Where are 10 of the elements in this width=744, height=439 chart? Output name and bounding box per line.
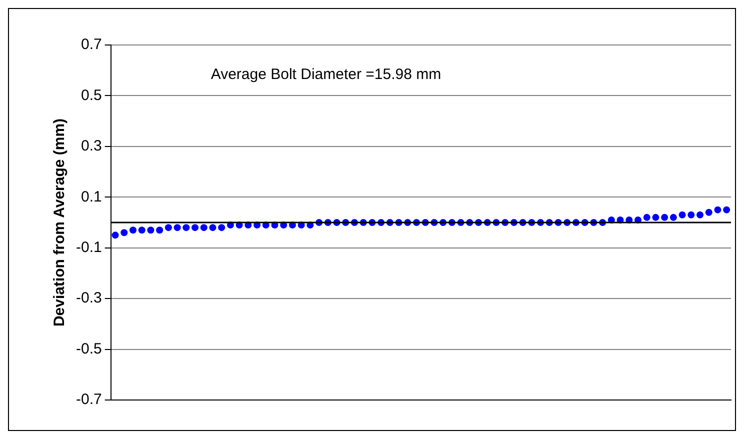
y-axis-title: Deviation from Average (mm) bbox=[51, 118, 68, 327]
y-tick-label: -0.5 bbox=[76, 340, 102, 358]
y-tick-label: 0.7 bbox=[80, 36, 102, 54]
y-tick-label: 0.3 bbox=[80, 138, 102, 155]
y-tick-label: 0.5 bbox=[80, 86, 102, 104]
y-tick-label: -0.7 bbox=[76, 391, 102, 408]
y-tick-label: -0.3 bbox=[76, 290, 102, 307]
annotation: Average Bolt Diameter =15.98 mm bbox=[210, 66, 442, 84]
y-tick-label: -0.1 bbox=[76, 239, 102, 256]
y-tick-label: 0.1 bbox=[80, 188, 102, 206]
